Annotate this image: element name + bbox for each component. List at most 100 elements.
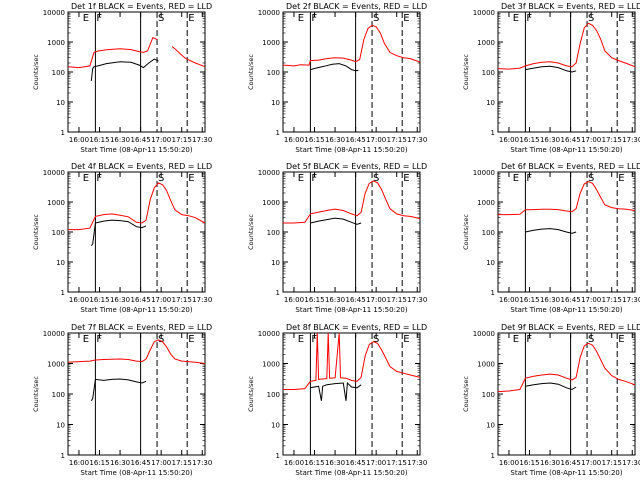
y-tick-label: 10000 (43, 9, 65, 17)
chart-panel-5: Det 5f BLACK = Events, RED = LLD Counts/s… (247, 162, 427, 314)
interval-letter: E (513, 13, 519, 24)
panel-title: Det 2f BLACK = Events, RED = LLD (286, 2, 427, 11)
x-tick-label: 17:00 (366, 296, 386, 304)
y-tick-label: 100 (52, 391, 65, 399)
lld-series-line (171, 46, 206, 68)
interval-letter: F (96, 173, 102, 184)
x-tick-label: 16:45 (561, 296, 581, 304)
y-tick-label: 1000 (477, 39, 495, 47)
x-tick-label: 16:30 (110, 136, 130, 144)
interval-letter: E (403, 334, 409, 345)
x-tick-label: 17:00 (581, 459, 601, 467)
x-axis-label: Start Time (08-Apr-11 15:50:20) (80, 469, 192, 477)
y-tick-label: 100 (482, 229, 495, 237)
y-tick-label: 10000 (473, 169, 495, 177)
x-tick-label: 16:30 (325, 459, 345, 467)
x-tick-label: 16:15 (519, 459, 539, 467)
x-axis-label: Start Time (08-Apr-11 15:50:20) (80, 146, 192, 154)
lld-series-line (498, 181, 636, 216)
panel-title: Det 4f BLACK = Events, RED = LLD (71, 162, 212, 171)
x-tick-label: 16:00 (69, 136, 89, 144)
interval-letter: S (158, 173, 164, 184)
y-tick-label: 10000 (258, 169, 280, 177)
lld-series-line (283, 332, 421, 390)
chart-panel-8: Det 8f BLACK = Events, RED = LLD Counts/s… (247, 323, 427, 477)
interval-letter: E (513, 334, 519, 345)
y-tick-label: 100 (482, 69, 495, 77)
y-tick-label: 10 (271, 259, 280, 267)
interval-letter: S (373, 334, 379, 345)
lld-series-line (497, 22, 636, 70)
interval-letter: E (403, 13, 409, 24)
events-series-line (90, 378, 147, 402)
interval-letter: E (83, 13, 89, 24)
panel-title: Det 7f BLACK = Events, RED = LLD (71, 323, 212, 332)
y-tick-label: 1 (491, 129, 495, 137)
plot-frame (282, 332, 421, 456)
interval-letter: F (526, 334, 532, 345)
y-axis-label: Counts/sec (247, 54, 255, 90)
events-series-line (310, 63, 359, 72)
y-tick-label: 10 (486, 422, 495, 430)
chart-panel-6: Det 6f BLACK = Events, RED = LLD Counts/s… (462, 162, 640, 314)
y-tick-label: 10 (271, 422, 280, 430)
x-tick-label: 16:45 (131, 136, 151, 144)
x-tick-label: 16:00 (284, 296, 304, 304)
y-axis-label: Counts/sec (32, 214, 40, 250)
x-tick-label: 16:15 (304, 459, 324, 467)
interval-letter: E (188, 13, 194, 24)
x-axis-label: Start Time (08-Apr-11 15:50:20) (295, 306, 407, 314)
y-tick-label: 10 (56, 99, 65, 107)
x-axis-label: Start Time (08-Apr-11 15:50:20) (510, 146, 622, 154)
y-axis-label: Counts/sec (462, 376, 470, 412)
panel-title: Det 6f BLACK = Events, RED = LLD (501, 162, 640, 171)
interval-letter: S (158, 334, 164, 345)
x-tick-label: 16:00 (499, 136, 519, 144)
x-axis-label: Start Time (08-Apr-11 15:50:20) (80, 306, 192, 314)
interval-letter: E (618, 13, 624, 24)
x-tick-label: 16:15 (304, 136, 324, 144)
x-tick-label: 16:30 (540, 459, 560, 467)
x-tick-label: 16:30 (540, 136, 560, 144)
panel-title: Det 8f BLACK = Events, RED = LLD (286, 323, 427, 332)
panel-title: Det 1f BLACK = Events, RED = LLD (71, 2, 212, 11)
x-tick-label: 17:30 (192, 459, 212, 467)
x-tick-label: 17:15 (602, 136, 622, 144)
y-axis-label: Counts/sec (247, 214, 255, 250)
x-tick-label: 17:00 (151, 136, 171, 144)
y-tick-label: 10 (486, 99, 495, 107)
x-tick-label: 17:00 (151, 296, 171, 304)
y-tick-label: 10000 (258, 9, 280, 17)
events-series-line (310, 381, 362, 401)
y-axis-label: Counts/sec (247, 376, 255, 412)
lld-series-line (282, 24, 421, 67)
interval-letter: S (588, 334, 594, 345)
y-tick-label: 10 (486, 259, 495, 267)
interval-letter: F (96, 334, 102, 345)
chart-panel-1: Det 1f BLACK = Events, RED = LLD Counts/s… (32, 2, 212, 154)
lld-series-line (283, 180, 421, 224)
y-tick-label: 10000 (258, 330, 280, 338)
x-tick-label: 16:45 (561, 459, 581, 467)
x-tick-label: 16:00 (499, 459, 519, 467)
y-tick-label: 100 (267, 229, 280, 237)
panel-title: Det 5f BLACK = Events, RED = LLD (286, 162, 427, 171)
plot-frame (67, 171, 206, 293)
x-tick-label: 16:30 (325, 296, 345, 304)
interval-letter: E (403, 173, 409, 184)
x-tick-label: 16:00 (284, 136, 304, 144)
y-tick-label: 100 (482, 391, 495, 399)
events-series-line (90, 219, 147, 247)
y-tick-label: 1 (276, 452, 280, 460)
interval-letter: E (298, 334, 304, 345)
x-tick-label: 17:30 (622, 296, 640, 304)
x-tick-label: 17:00 (151, 459, 171, 467)
y-axis-label: Counts/sec (462, 54, 470, 90)
lld-series-line (68, 182, 206, 231)
y-tick-label: 1 (276, 289, 280, 297)
interval-letter: S (373, 173, 379, 184)
x-tick-label: 16:30 (110, 459, 130, 467)
chart-panel-9: Det 9f BLACK = Events, RED = LLD Counts/s… (462, 323, 640, 477)
lld-series-line (67, 36, 158, 69)
interval-letter: E (188, 334, 194, 345)
